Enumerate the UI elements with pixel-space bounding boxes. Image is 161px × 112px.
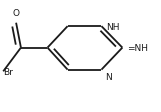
Text: N: N [105,72,112,81]
Text: NH: NH [106,22,120,31]
Text: Br: Br [3,67,13,76]
Text: =NH: =NH [127,44,148,53]
Text: O: O [12,9,19,18]
